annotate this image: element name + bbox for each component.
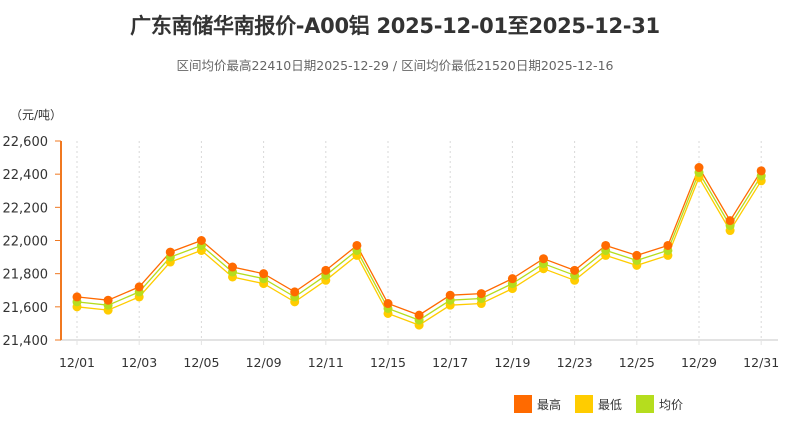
data-point-high[interactable]: [414, 310, 424, 320]
y-axis-unit-label: （元/吨）: [10, 108, 63, 122]
data-point-high[interactable]: [134, 282, 144, 292]
y-tick-label: 21,800: [3, 268, 49, 283]
data-point-high[interactable]: [694, 163, 704, 173]
data-point-high[interactable]: [321, 265, 331, 275]
series-line-low: [76, 176, 762, 326]
data-point-high[interactable]: [196, 236, 206, 245]
legend-item-high[interactable]: 最高: [514, 395, 561, 413]
data-point-high[interactable]: [539, 254, 548, 264]
series-line-high: [76, 166, 762, 316]
y-tick-label: 21,400: [3, 334, 49, 349]
data-point-high[interactable]: [103, 295, 113, 305]
data-point-high[interactable]: [383, 299, 393, 309]
legend: 最高 最低 均价: [514, 395, 683, 413]
data-point-high[interactable]: [601, 240, 611, 250]
data-point-high[interactable]: [259, 269, 269, 279]
legend-swatch-low-icon: [575, 395, 594, 413]
x-tick-label: 12/01: [59, 355, 95, 370]
data-point-high[interactable]: [570, 265, 580, 275]
legend-label-low: 最低: [598, 397, 623, 412]
data-point-high[interactable]: [290, 287, 300, 297]
x-tick-label: 12/15: [370, 355, 406, 370]
data-point-high[interactable]: [725, 216, 735, 226]
legend-swatch-avg-icon: [636, 395, 655, 413]
chart-subtitle: 区间均价最高22410日期2025-12-29 / 区间均价最低21520日期2…: [176, 58, 614, 73]
x-tick-label: 12/03: [121, 355, 157, 370]
y-tick-label: 22,600: [3, 135, 49, 150]
data-point-high[interactable]: [507, 274, 517, 284]
data-point-high[interactable]: [352, 240, 362, 250]
legend-item-avg[interactable]: 均价: [636, 395, 683, 413]
data-point-high[interactable]: [72, 292, 82, 302]
y-tick-label: 22,400: [3, 168, 49, 183]
x-tick-label: 12/09: [246, 355, 282, 370]
data-point-high[interactable]: [476, 289, 486, 299]
x-tick-label: 12/31: [743, 355, 779, 370]
legend-label-avg: 均价: [659, 397, 684, 412]
data-point-high[interactable]: [165, 247, 175, 257]
x-tick-label: 12/05: [183, 355, 219, 370]
data-point-high[interactable]: [632, 250, 642, 260]
x-tick-label: 12/23: [557, 355, 593, 370]
y-tick-label: 22,200: [3, 201, 49, 216]
data-point-high[interactable]: [228, 262, 237, 272]
x-tick-label: 12/29: [681, 355, 717, 370]
chart-title: 广东南储华南报价-A00铝 2025-12-01至2025-12-31: [130, 14, 660, 38]
data-point-high[interactable]: [756, 166, 766, 176]
data-point-high[interactable]: [445, 290, 455, 300]
y-tick-label: 22,000: [3, 235, 49, 250]
x-tick-label: 12/11: [308, 355, 344, 370]
legend-swatch-high-icon: [514, 395, 532, 413]
legend-label-high: 最高: [537, 397, 562, 412]
y-tick-label: 21,600: [3, 301, 49, 316]
data-point-high[interactable]: [663, 240, 673, 250]
x-tick-label: 12/19: [494, 355, 530, 370]
x-tick-label: 12/17: [432, 355, 468, 370]
series-line-avg: [76, 171, 762, 321]
legend-item-low[interactable]: 最低: [575, 395, 622, 413]
x-tick-label: 12/25: [619, 355, 655, 370]
